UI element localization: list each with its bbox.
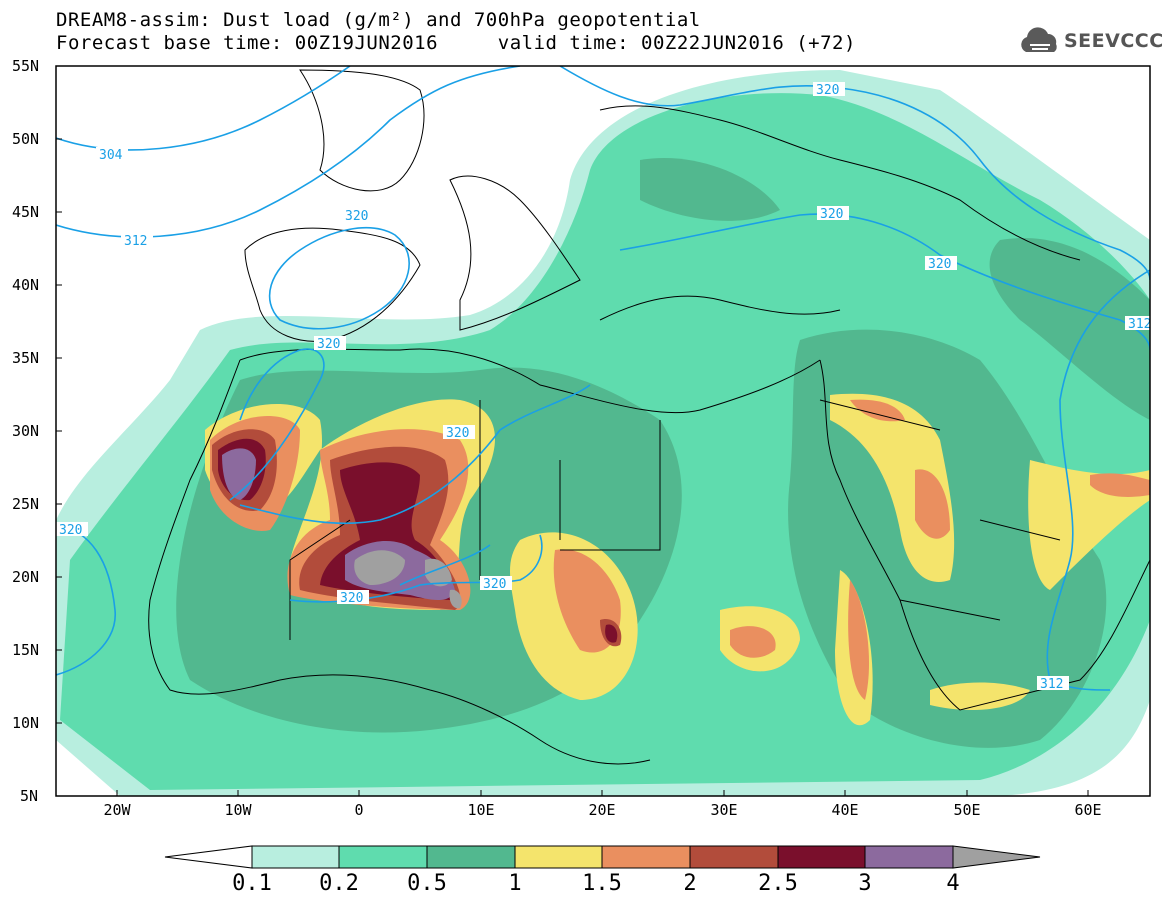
lon-tick-labels: 20W 10W 0 10E 20E 30E 40E 50E 60E: [103, 801, 1101, 819]
svg-text:304: 304: [99, 148, 123, 163]
seevccc-logo: SEEVCCC: [1018, 26, 1163, 58]
svg-text:320: 320: [340, 591, 363, 606]
contour-label: 320: [925, 256, 957, 272]
svg-text:312: 312: [124, 234, 147, 249]
contour-label: 320: [480, 576, 512, 592]
lat-tick-label: 30N: [12, 422, 39, 440]
colorbar-label: 2: [683, 871, 697, 896]
colorbar-bin: [601, 845, 691, 869]
svg-text:312: 312: [1128, 317, 1151, 332]
lat-tick-label: 50N: [12, 130, 39, 148]
lat-tick-label: 15N: [12, 641, 39, 659]
forecast-base-time: Forecast base time: 00Z19JUN2016: [56, 32, 439, 54]
lat-tick-label: 35N: [12, 349, 39, 367]
colorbar-label: 0.1: [232, 871, 272, 896]
svg-text:320: 320: [483, 577, 506, 592]
lat-tick-label: 45N: [12, 203, 39, 221]
contour-label: 304: [96, 147, 128, 163]
lat-tick-label: 40N: [12, 276, 39, 294]
svg-text:312: 312: [1040, 677, 1063, 692]
contour-label: 320: [817, 206, 849, 222]
lon-tick-label: 60E: [1074, 801, 1101, 819]
colorbar-label: 4: [946, 871, 960, 896]
lon-tick-label: 30E: [710, 801, 737, 819]
svg-text:320: 320: [317, 337, 340, 352]
colorbar-max-arrow: [952, 845, 1041, 869]
svg-text:320: 320: [816, 83, 839, 98]
lat-tick-label: 10N: [12, 714, 39, 732]
colorbar-label: 2.5: [758, 871, 798, 896]
colorbar-bin: [251, 845, 340, 869]
lon-tick-label: 20E: [588, 801, 615, 819]
colorbar-bin: [689, 845, 779, 869]
svg-text:320: 320: [345, 209, 368, 224]
map-title: DREAM8-assim: Dust load (g/m²) and 700hP…: [56, 9, 701, 31]
valid-time: valid time: 00Z22JUN2016 (+72): [497, 32, 856, 54]
lat-tick-label: 5N: [20, 787, 38, 805]
contour-labels: 304 312 320 320 320 320 320 320 320 320 …: [56, 82, 1151, 692]
contour-label: 312: [1037, 676, 1069, 692]
lon-tick-label: 10E: [467, 801, 494, 819]
contour-label: 320: [314, 336, 346, 352]
lon-tick-label: 10W: [224, 801, 252, 819]
cloud-icon: [1021, 27, 1057, 52]
logo-text: SEEVCCC: [1064, 30, 1164, 52]
coastlines: [148, 69, 1150, 765]
colorbar-min-arrow: [164, 845, 253, 869]
lat-tick-label: 55N: [12, 57, 39, 75]
lon-tick-label: 40E: [831, 801, 858, 819]
colorbar-label: 1.5: [582, 871, 622, 896]
lon-tick-label: 50E: [953, 801, 980, 819]
svg-text:320: 320: [446, 426, 469, 441]
map-subtitle: Forecast base time: 00Z19JUN2016 valid t…: [56, 32, 856, 54]
map-fields: [56, 66, 1150, 796]
colorbar-bin: [338, 845, 428, 869]
lat-axis: [56, 65, 62, 797]
contour-label: 320: [443, 425, 475, 441]
colorbar-bin: [514, 845, 603, 869]
colorbar-label: 3: [858, 871, 872, 896]
lon-tick-label: 20W: [103, 801, 131, 819]
contour-label: 312: [1125, 316, 1151, 332]
contour-label: 320: [337, 590, 369, 606]
lon-tick-label: 0: [354, 801, 363, 819]
contour-label: 320: [56, 522, 88, 538]
colorbar-label: 0.5: [407, 871, 447, 896]
contour-label: 320: [342, 208, 374, 224]
colorbar-bin: [777, 845, 866, 869]
contour-label: 312: [121, 233, 153, 249]
contour-label: 320: [813, 82, 845, 98]
svg-text:320: 320: [820, 207, 843, 222]
colorbar: [164, 845, 1041, 869]
lon-axis: [116, 790, 1089, 796]
lat-tick-label: 20N: [12, 568, 39, 586]
colorbar-label: 1: [508, 871, 522, 896]
colorbar-bin: [864, 845, 954, 869]
lat-tick-labels: 55N 50N 45N 40N 35N 30N 25N 20N 15N 10N …: [12, 57, 39, 805]
svg-text:320: 320: [928, 257, 951, 272]
svg-text:320: 320: [59, 523, 82, 538]
colorbar-label: 0.2: [319, 871, 359, 896]
lat-tick-label: 25N: [12, 495, 39, 513]
colorbar-bin: [426, 845, 516, 869]
